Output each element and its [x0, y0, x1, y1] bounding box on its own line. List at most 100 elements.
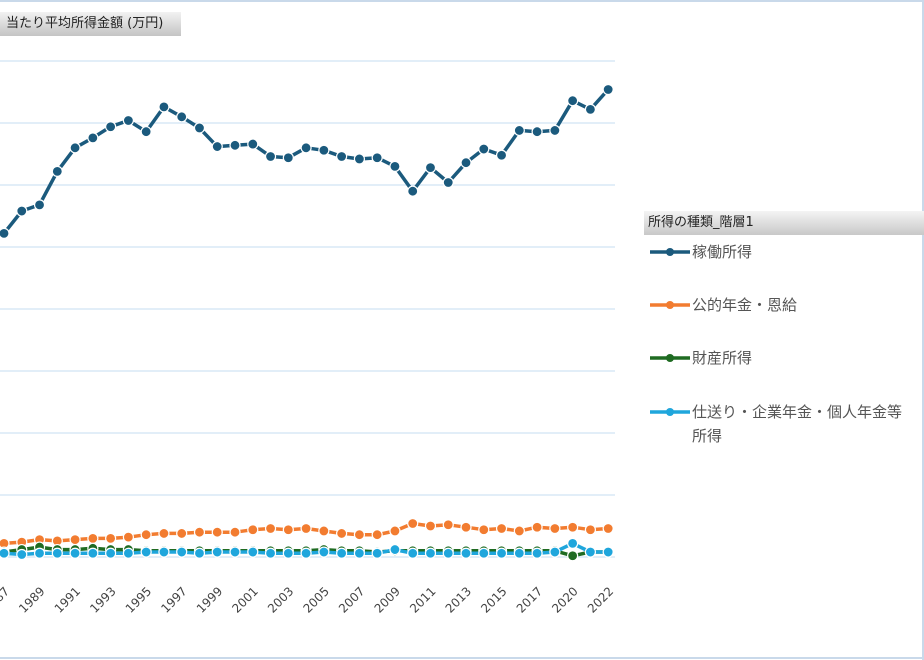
- data-point: [567, 550, 579, 562]
- data-point: [353, 153, 365, 165]
- x-tick-label: 2017: [514, 584, 545, 615]
- x-tick-label: 2013: [443, 584, 474, 615]
- legend-item: 財産所得: [648, 346, 904, 370]
- data-point: [495, 149, 508, 161]
- data-point: [158, 527, 170, 540]
- data-point: [424, 162, 437, 174]
- data-point: [211, 140, 223, 153]
- data-point: [407, 517, 419, 530]
- data-point: [140, 529, 152, 541]
- data-point: [193, 122, 206, 134]
- legend-title: 所得の種類_階層1: [644, 211, 924, 235]
- data-point: [478, 143, 490, 155]
- legend-swatch: [650, 408, 690, 416]
- x-tick-label: 1991: [52, 584, 83, 615]
- data-point: [531, 547, 543, 559]
- data-point: [176, 527, 188, 540]
- x-tick-label: 2020: [549, 584, 580, 615]
- x-tick-label: 1997: [158, 584, 189, 615]
- data-point: [247, 546, 259, 558]
- data-point: [211, 546, 223, 558]
- swatch-dot: [666, 301, 674, 309]
- x-tick-label: 2005: [300, 584, 331, 615]
- x-tick-label: 2022: [585, 584, 616, 615]
- data-point: [300, 142, 312, 154]
- data-point: [513, 525, 525, 537]
- x-tick-label: 2001: [229, 584, 260, 615]
- data-point: [442, 547, 454, 559]
- data-point: [16, 548, 28, 561]
- data-point: [105, 532, 117, 545]
- legend-item: 仕送り・企業年金・個人年金等所得: [648, 400, 904, 448]
- legend-label: 公的年金・恩給: [692, 296, 798, 314]
- data-point: [300, 547, 312, 559]
- data-point: [87, 532, 99, 545]
- data-point: [158, 546, 170, 558]
- data-point: [105, 121, 117, 133]
- data-point: [353, 529, 365, 541]
- data-point: [584, 524, 597, 536]
- x-tick-label: 1995: [123, 584, 154, 615]
- data-point: [336, 547, 348, 559]
- data-point: [584, 103, 597, 115]
- data-point: [602, 522, 614, 535]
- data-point: [318, 546, 330, 558]
- data-point: [478, 524, 490, 536]
- data-point: [33, 199, 46, 211]
- data-point: [176, 546, 188, 558]
- data-point: [282, 524, 294, 536]
- data-point: [247, 138, 259, 150]
- legend-swatch: [650, 301, 690, 309]
- data-point: [442, 176, 454, 189]
- data-point: [51, 165, 63, 177]
- data-point: [371, 529, 383, 541]
- legend-label: 仕送り・企業年金・個人年金等所得: [692, 403, 903, 445]
- x-tick-label: 1993: [87, 584, 118, 615]
- swatch-dot: [666, 248, 674, 256]
- legend-label: 財産所得: [692, 349, 753, 367]
- data-point: [247, 524, 259, 536]
- data-point: [229, 546, 241, 558]
- data-point: [176, 111, 188, 123]
- data-point: [407, 547, 419, 559]
- data-point: [69, 142, 81, 154]
- legend-item: 公的年金・恩給: [648, 293, 904, 317]
- data-point: [424, 547, 437, 559]
- legend: 所得の種類_階層1 稼働所得公的年金・恩給 財産所得仕送り・企業年金・個人年金等所…: [644, 211, 924, 471]
- data-point: [318, 525, 330, 537]
- data-point: [229, 526, 241, 538]
- data-point: [193, 526, 206, 538]
- data-point: [33, 547, 46, 559]
- data-point: [567, 521, 579, 533]
- data-point: [389, 160, 401, 172]
- data-point: [353, 547, 365, 559]
- data-point: [282, 152, 294, 164]
- data-point: [460, 547, 472, 559]
- data-point: [140, 126, 152, 138]
- data-point: [336, 150, 348, 163]
- data-point: [300, 522, 312, 535]
- data-point: [460, 521, 472, 533]
- data-point: [549, 522, 561, 535]
- data-point: [87, 132, 99, 144]
- data-point: [407, 185, 419, 197]
- data-point: [264, 150, 277, 163]
- legend-swatch: [650, 248, 690, 256]
- data-point: [69, 534, 81, 546]
- x-tick-label: 2009: [372, 584, 403, 615]
- legend-label: 稼働所得: [692, 243, 753, 261]
- data-point: [389, 525, 401, 537]
- data-point: [567, 537, 579, 549]
- data-point: [513, 124, 525, 137]
- data-point: [87, 547, 99, 559]
- data-point: [211, 526, 223, 538]
- data-point: [371, 547, 383, 559]
- data-point: [336, 527, 348, 540]
- data-point: [371, 152, 383, 164]
- data-point: [140, 546, 152, 558]
- data-point: [282, 547, 294, 559]
- data-point: [264, 547, 277, 559]
- data-point: [193, 547, 206, 559]
- data-point: [318, 144, 330, 156]
- x-tick-label: 2011: [407, 584, 438, 615]
